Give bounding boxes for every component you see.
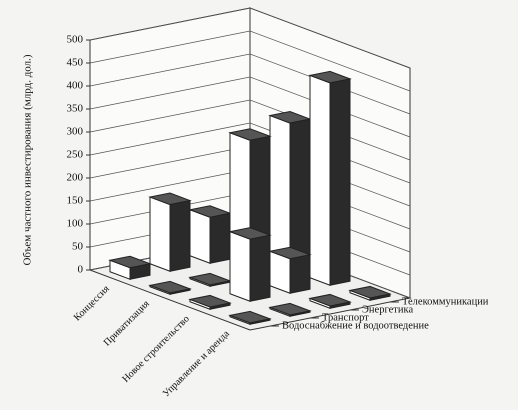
- bar-side: [169, 199, 191, 272]
- bar-front: [189, 209, 211, 264]
- y-axis-label: Объем частного инвестирования (млрд. дол…: [22, 54, 34, 265]
- legend-label: Телекоммуникации: [402, 296, 489, 307]
- bar-side: [289, 254, 311, 294]
- grid-line: [89, 99, 411, 161]
- y-tick-label: 150: [67, 195, 84, 207]
- bar-side: [289, 118, 311, 271]
- bar-side: [329, 78, 351, 286]
- legend-label: Транспорт: [322, 312, 369, 323]
- grid-line: [89, 76, 411, 138]
- bar-top: [348, 285, 392, 299]
- bar-top: [308, 293, 352, 307]
- y-tick-label: 450: [67, 57, 84, 69]
- y-tick-label: 200: [67, 172, 84, 184]
- grid-line: [89, 122, 411, 184]
- bar-top: [148, 192, 192, 206]
- y-tick-label: 400: [67, 80, 84, 92]
- bar-front: [149, 196, 171, 272]
- bar-top: [108, 255, 152, 269]
- bar-front: [229, 230, 251, 302]
- x-tick-label: Приватизация: [102, 298, 152, 348]
- bar-top: [308, 70, 352, 84]
- legend-label: Энергетика: [362, 304, 413, 315]
- bar-top: [228, 227, 272, 240]
- bar-top: [188, 294, 232, 308]
- y-tick-label: 50: [72, 241, 84, 253]
- legend-label: Водоснабжение и водоотведение: [282, 320, 429, 331]
- bar-top: [228, 310, 272, 324]
- y-tick-label: 0: [78, 264, 84, 276]
- bar-side: [209, 212, 231, 264]
- y-tick-label: 350: [67, 103, 84, 115]
- y-tick-label: 500: [67, 34, 84, 46]
- grid-line: [89, 53, 411, 115]
- bar-top: [268, 302, 312, 316]
- bar-front: [309, 74, 331, 286]
- y-tick-label: 250: [67, 149, 84, 161]
- grid-line: [89, 7, 411, 69]
- y-tick-label: 300: [67, 126, 84, 138]
- bar-side: [249, 234, 271, 302]
- bar-top: [268, 246, 312, 260]
- bar-front: [269, 114, 291, 271]
- x-tick-label: Концессия: [72, 283, 112, 323]
- y-tick-label: 100: [67, 218, 84, 230]
- bar-top: [228, 128, 272, 141]
- grid-line: [89, 30, 411, 92]
- bar-top: [148, 280, 192, 294]
